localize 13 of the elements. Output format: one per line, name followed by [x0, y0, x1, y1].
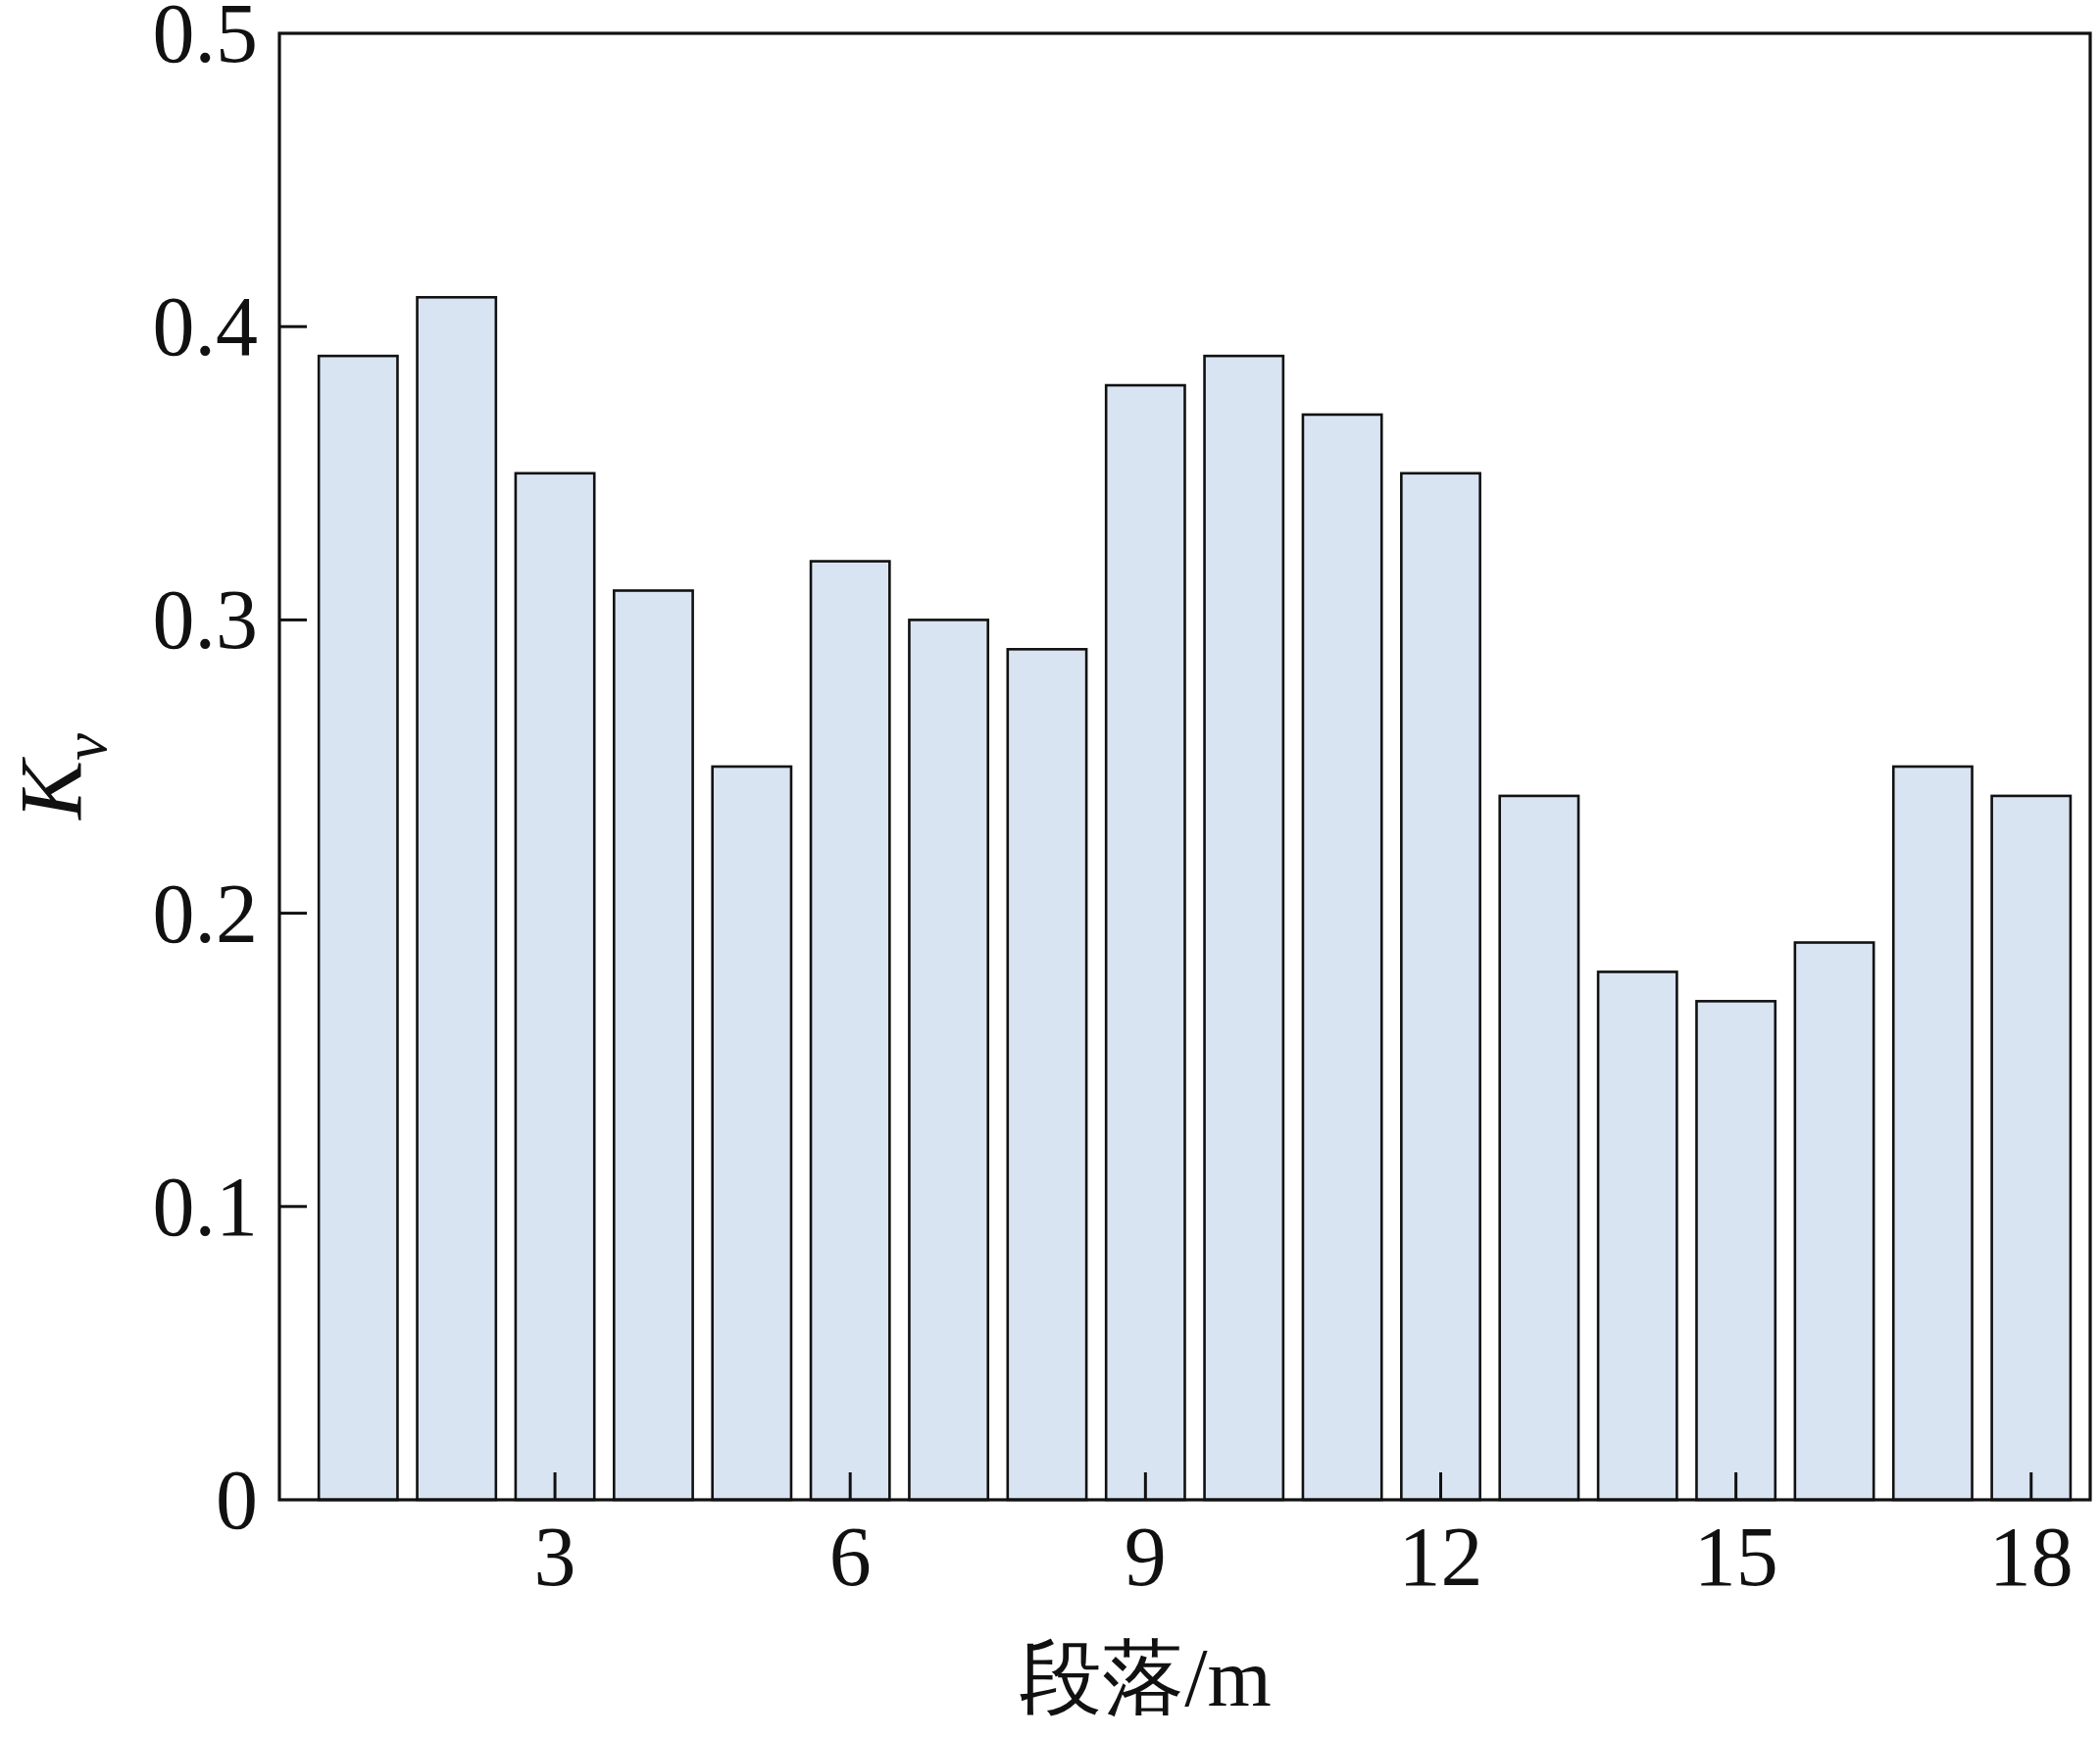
x-tick-label: 18 — [1988, 1510, 2074, 1604]
y-tick-label: 0.1 — [152, 1159, 258, 1254]
y-tick-label: 0.5 — [152, 0, 258, 80]
y-tick-label: 0.4 — [152, 279, 258, 374]
x-tick-label: 12 — [1398, 1510, 1483, 1604]
x-tick-label: 9 — [1124, 1510, 1167, 1604]
y-tick-label: 0.2 — [152, 866, 258, 961]
x-tick-label: 15 — [1693, 1510, 1778, 1604]
y-tick-label: 0.3 — [152, 572, 258, 668]
x-tick-label: 6 — [828, 1510, 872, 1604]
x-tick-label: 3 — [533, 1510, 576, 1604]
y-tick-label: 0 — [216, 1453, 258, 1547]
x-axis-title: 段落/m — [1020, 1632, 1272, 1723]
